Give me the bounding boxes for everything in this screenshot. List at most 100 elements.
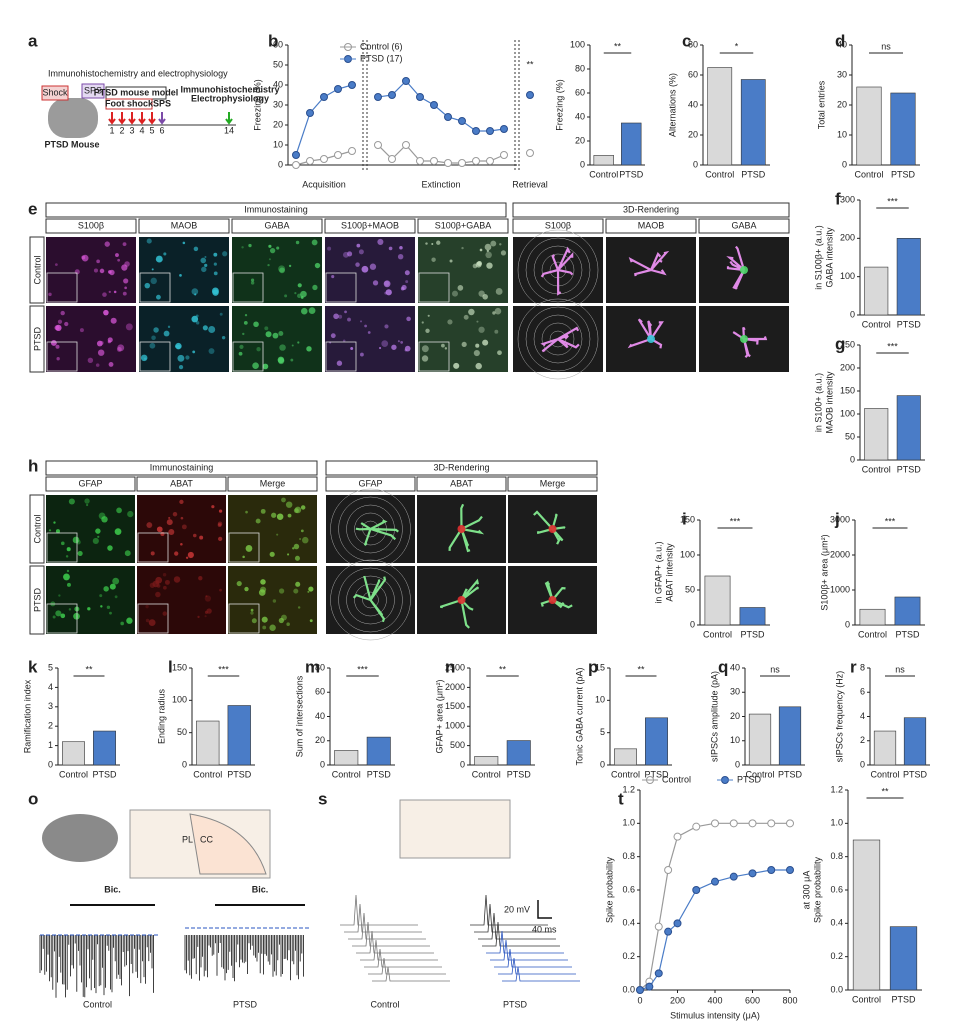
y-axis-label: Ramification index — [22, 679, 32, 753]
cell-render — [448, 503, 485, 553]
cell — [461, 341, 467, 348]
inset — [325, 341, 357, 372]
x-tick-label: Control — [59, 769, 88, 779]
significance: ** — [85, 664, 93, 674]
cell — [148, 619, 156, 627]
cell — [451, 290, 458, 297]
point — [334, 151, 342, 159]
legend-label: Control — [662, 774, 691, 784]
row-header — [29, 236, 45, 304]
channel-label: S100β — [545, 220, 571, 230]
cell — [378, 346, 382, 350]
signal — [457, 525, 466, 533]
readout: Immunohistochemistry — [180, 84, 279, 94]
y-axis-label: Ending radius — [156, 688, 166, 744]
channel-label: S100β — [78, 220, 104, 230]
x-tick-label: Control — [870, 769, 899, 779]
cell — [60, 613, 66, 619]
sholl-ring — [362, 591, 379, 609]
y-axis-label: GFAP+ area (μm²) — [434, 680, 444, 754]
cell — [278, 265, 286, 273]
point — [402, 141, 410, 149]
cell — [221, 335, 226, 340]
cell — [92, 537, 99, 545]
cell — [208, 326, 216, 334]
y-tick-label: 250 — [840, 339, 855, 349]
y-tick-label: 3000 — [830, 514, 850, 524]
point — [472, 127, 480, 135]
cell-render — [628, 250, 670, 277]
point — [654, 969, 663, 978]
x-tick-label: PTSD — [367, 769, 392, 779]
x-tick-label: 800 — [782, 995, 797, 1005]
channel-header — [45, 476, 136, 492]
significance: *** — [887, 196, 898, 206]
panel-letter: m — [305, 657, 320, 676]
y-tick-label: 0.2 — [830, 951, 843, 961]
channel-label: Merge — [540, 478, 566, 488]
bar — [859, 608, 886, 626]
y-tick-label: 0.2 — [622, 951, 635, 961]
sholl-ring — [517, 298, 599, 380]
y-tick-label: 0.8 — [622, 851, 635, 861]
y-tick-label: 100 — [840, 408, 855, 418]
cell — [97, 535, 100, 538]
cell — [262, 625, 267, 630]
trace — [352, 921, 430, 947]
cell — [160, 531, 165, 536]
cell — [294, 292, 297, 295]
cell — [58, 594, 61, 597]
cell — [52, 615, 56, 619]
sholl-ring — [330, 559, 411, 641]
section-label: Acquisition — [302, 179, 346, 189]
cell — [367, 331, 371, 334]
point — [402, 77, 410, 85]
cell — [60, 541, 65, 546]
icon-label: SPS — [84, 85, 102, 95]
cell — [381, 340, 389, 347]
point — [306, 109, 314, 117]
cell — [187, 551, 194, 559]
cell-render — [540, 326, 580, 353]
sholl-ring — [346, 575, 395, 625]
x-tick-label: PTSD — [895, 629, 920, 639]
cell-render — [355, 519, 399, 546]
cell — [162, 611, 167, 616]
cell — [308, 586, 314, 592]
cell — [278, 617, 284, 624]
icon-shock — [41, 85, 69, 101]
cell — [117, 258, 121, 262]
channel-header — [325, 476, 416, 492]
trace — [344, 903, 422, 933]
y-tick-label: 20 — [575, 135, 585, 145]
cell — [54, 325, 60, 331]
cell — [342, 339, 346, 342]
y-tick-label: 0 — [850, 454, 855, 464]
point — [526, 91, 534, 99]
y-tick-label: 2000 — [445, 682, 465, 692]
cell — [404, 270, 410, 276]
cell — [269, 551, 275, 557]
cell — [344, 310, 347, 314]
y-tick-label: 60 — [315, 687, 325, 697]
cell — [286, 622, 290, 626]
readout: Electrophysiology — [191, 93, 269, 103]
trace — [348, 912, 426, 940]
arrow — [138, 112, 146, 125]
series-line — [639, 822, 790, 991]
x-tick-label: PTSD — [891, 169, 916, 179]
cell — [457, 285, 464, 291]
cell — [404, 345, 411, 352]
x-axis-label: Stimulus intensity (μA) — [670, 1010, 760, 1020]
cell — [50, 339, 57, 346]
y-tick-label: 4 — [860, 711, 865, 721]
cell — [405, 280, 409, 284]
cell — [66, 547, 71, 552]
cell — [453, 362, 460, 369]
drug-label: Bic. — [104, 884, 121, 894]
cell — [360, 352, 364, 357]
group-label: 3D-Rendering — [623, 204, 679, 214]
cell — [377, 238, 384, 245]
cell — [280, 614, 287, 621]
